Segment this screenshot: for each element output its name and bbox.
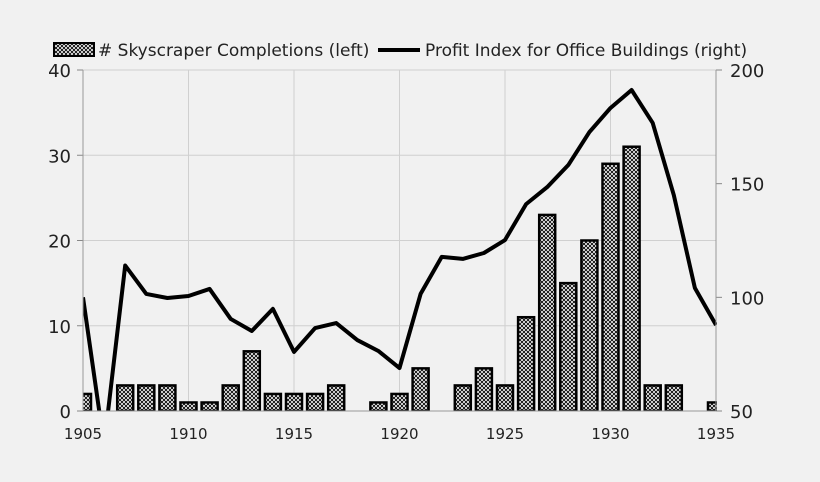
- bar: [179, 401, 198, 411]
- bar: [664, 384, 684, 411]
- bar: [390, 392, 409, 411]
- bar: [115, 384, 135, 411]
- bar: [453, 384, 473, 411]
- gridlines: [83, 69, 716, 411]
- left-tick-label: 0: [60, 402, 71, 423]
- legend-bar-swatch: [53, 42, 95, 57]
- axes: 0 10 20 30 40 50 100 150 200 1905 1910 1915 1920 1925…: [48, 61, 764, 443]
- right-tick-label: 200: [730, 61, 764, 82]
- x-tick-label: 1905: [64, 425, 102, 443]
- x-tick-label: 1925: [486, 425, 524, 443]
- x-tick-label: 1915: [275, 425, 313, 443]
- bar: [580, 239, 599, 411]
- bar: [495, 384, 515, 411]
- bar: [537, 213, 557, 411]
- bar: [242, 350, 262, 411]
- legend: # Skyscraper Completions (left) Profit I…: [53, 41, 747, 61]
- profit-index-line: [83, 88, 717, 411]
- legend-line-label: Profit Index for Office Buildings (right…: [425, 41, 747, 61]
- left-tick-label: 20: [48, 232, 71, 253]
- bar: [263, 392, 283, 411]
- bar: [83, 392, 93, 411]
- bar: [622, 145, 641, 411]
- bar: [284, 392, 304, 411]
- left-tick-label: 40: [48, 61, 71, 82]
- line-series: [83, 88, 717, 411]
- left-tick-label: 30: [48, 146, 71, 167]
- legend-bar-label: # Skyscraper Completions (left): [98, 41, 369, 61]
- bar: [474, 367, 494, 411]
- bar: [643, 384, 662, 411]
- bar: [221, 384, 240, 411]
- bar: [411, 367, 430, 411]
- bar: [137, 384, 156, 411]
- bar: [516, 315, 536, 411]
- bar: [559, 281, 578, 411]
- bar: [200, 401, 219, 411]
- bar: [369, 401, 388, 411]
- bar: [158, 384, 177, 411]
- x-tick-label: 1930: [591, 425, 629, 443]
- right-tick-label: 150: [730, 175, 764, 196]
- right-tick-label: 100: [730, 288, 764, 309]
- left-tick-label: 10: [48, 317, 71, 338]
- right-tick-label: 50: [730, 402, 753, 423]
- x-tick-label: 1920: [380, 425, 418, 443]
- bar: [326, 384, 346, 411]
- bar: [305, 392, 325, 411]
- bar: [601, 162, 620, 411]
- x-tick-label: 1935: [697, 425, 735, 443]
- x-tick-label: 1910: [169, 425, 207, 443]
